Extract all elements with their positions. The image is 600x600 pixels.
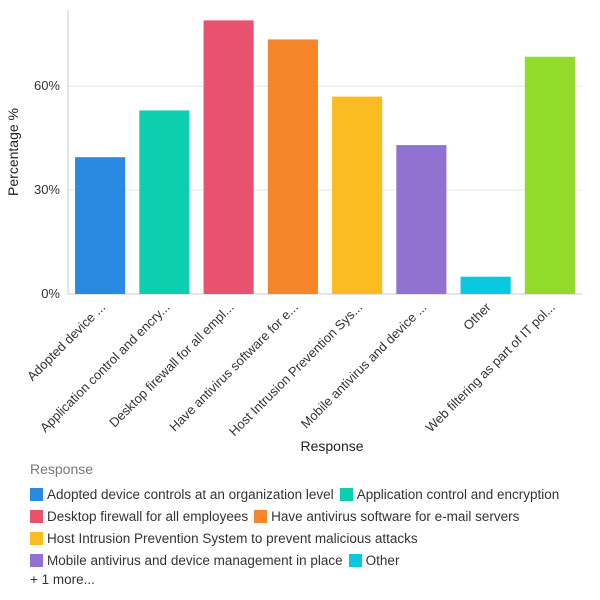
x-tick-label: Host Intrusion Prevention Sys...	[226, 300, 365, 439]
y-tick-label: 60%	[34, 78, 60, 93]
bar[interactable]	[332, 96, 383, 295]
bar[interactable]	[524, 56, 575, 294]
legend-item[interactable]: Desktop firewall for all employees	[30, 505, 248, 527]
legend-item[interactable]: Host Intrusion Prevention System to prev…	[30, 527, 418, 549]
legend-item[interactable]: Application control and encryption	[339, 483, 560, 505]
x-tick-label: Mobile antivirus and device ...	[298, 300, 430, 432]
legend-items: Adopted device controls at an organizati…	[30, 483, 590, 571]
legend-label: Have antivirus software for e-mail serve…	[271, 508, 520, 524]
x-tick-label: Other	[460, 299, 494, 333]
legend-swatch	[348, 553, 362, 567]
legend-item[interactable]: Other	[348, 549, 400, 571]
bar[interactable]	[267, 39, 318, 294]
x-axis-title: Response	[300, 438, 363, 454]
bar[interactable]	[460, 276, 511, 294]
legend-swatch	[30, 509, 43, 523]
legend-label: Other	[365, 552, 400, 568]
legend-swatch	[254, 509, 268, 523]
legend-swatch	[30, 531, 43, 545]
legend-item[interactable]: Mobile antivirus and device management i…	[30, 549, 343, 571]
legend-label: Host Intrusion Prevention System to prev…	[47, 530, 418, 546]
bar[interactable]	[203, 20, 254, 294]
legend-more-link[interactable]: + 1 more...	[30, 572, 95, 587]
y-tick-label: 30%	[34, 182, 60, 197]
x-tick-label: Application control and encry...	[37, 300, 173, 436]
x-tick-label: Desktop firewall for all empl...	[106, 300, 237, 431]
legend-swatch	[30, 553, 43, 567]
legend-title: Response	[30, 461, 94, 477]
legend: Response Adopted device controls at an o…	[30, 461, 590, 587]
y-tick-labels: 0% 30% 60%	[34, 78, 60, 301]
bar[interactable]	[139, 110, 190, 294]
legend-label: Mobile antivirus and device management i…	[47, 552, 343, 568]
bar[interactable]	[396, 145, 447, 294]
bar-chart: 0% 30% 60% Adopted device ...Application c…	[5, 10, 582, 454]
legend-label: Desktop firewall for all employees	[47, 508, 249, 524]
x-tick-labels: Adopted device ...Application control an…	[24, 299, 558, 439]
y-tick-label: 0%	[41, 286, 60, 301]
legend-label: Adopted device controls at an organizati…	[47, 486, 334, 502]
y-axis-title: Percentage %	[5, 108, 21, 196]
x-tick-label: Have antivirus software for e...	[166, 300, 301, 435]
legend-label: Application control and encryption	[356, 486, 560, 502]
bars	[75, 20, 575, 295]
bar[interactable]	[75, 157, 126, 294]
legend-swatch	[339, 487, 353, 501]
legend-item[interactable]: Have antivirus software for e-mail serve…	[254, 505, 519, 527]
x-tick-label: Web filtering as part of IT pol...	[423, 300, 558, 435]
legend-item[interactable]: Adopted device controls at an organizati…	[30, 483, 334, 505]
legend-swatch	[30, 487, 43, 501]
